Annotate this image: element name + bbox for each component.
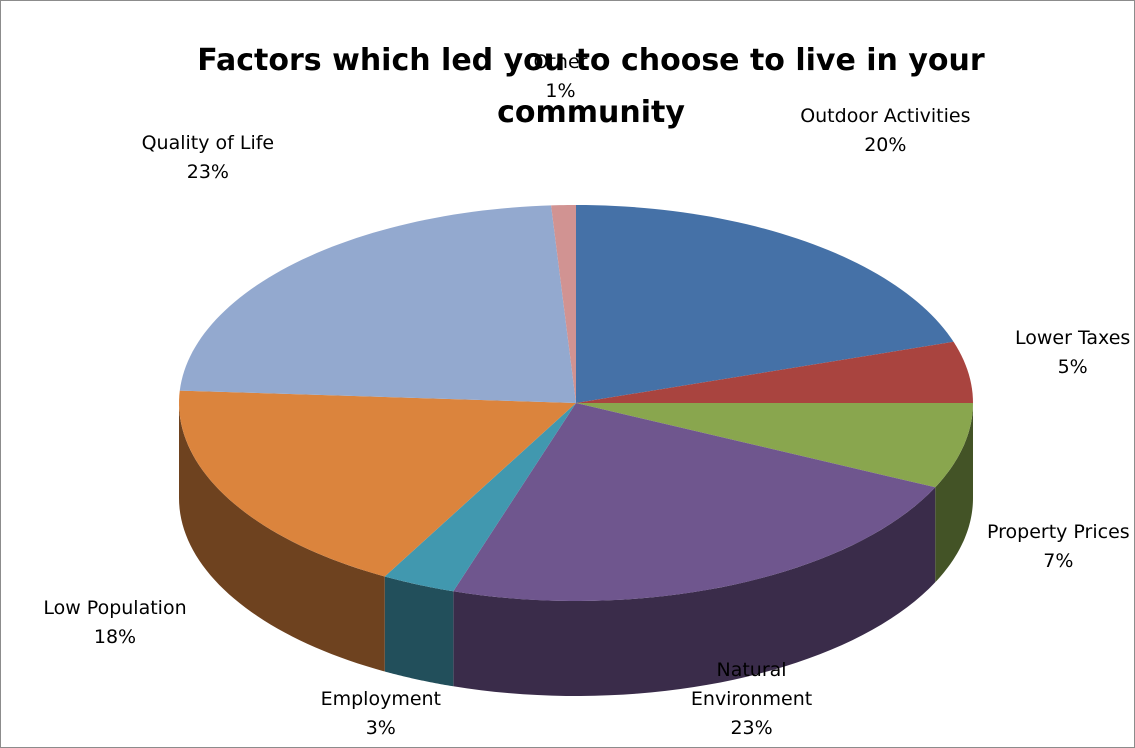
pie-slice-quality-of-life [179, 205, 576, 403]
data-label-name: Outdoor Activities [800, 104, 971, 127]
data-label-name: Environment [690, 688, 813, 710]
pie-slice-lower-taxes [576, 341, 973, 403]
pie-slice-outdoor-activities [576, 205, 954, 403]
data-label-percent: 5% [1057, 356, 1088, 379]
data-label-percent: 20% [864, 133, 907, 156]
data-label-name: Natural [716, 659, 787, 681]
pie-slice-property-prices [576, 403, 973, 488]
pie-slice-low-population [179, 390, 576, 577]
data-label-percent: 1% [545, 80, 576, 103]
data-label-lower-taxes: Lower Taxes 5% [1015, 324, 1130, 382]
data-label-natural-environment: Natural Environment 23% [691, 656, 812, 743]
chart-title: Factors which led you to choose to live … [197, 43, 985, 130]
pie-side-low-population [179, 403, 385, 672]
data-label-percent: 18% [93, 626, 137, 649]
data-label-quality-of-life: Quality of Life 23% [142, 129, 275, 187]
pie-slice-employment [384, 403, 576, 592]
data-label-low-population: Low Population 18% [43, 594, 186, 652]
pie-side-property-prices [935, 403, 973, 583]
pie-side-natural-environment [453, 487, 936, 696]
data-label-outdoor-activities: Outdoor Activities 20% [800, 102, 970, 160]
data-label-percent: 7% [1043, 550, 1074, 573]
data-label-other: Other 1% [534, 48, 588, 106]
data-label-employment: Employment 3% [321, 685, 441, 743]
data-label-percent: 3% [365, 717, 396, 739]
pie-slice-natural-environment [453, 403, 936, 601]
data-label-property-prices: Property Prices 7% [987, 518, 1130, 576]
data-label-name: Employment [320, 688, 442, 710]
pie-side-employment [384, 576, 454, 687]
data-label-name: Low Population [43, 597, 187, 620]
data-label-name: Lower Taxes [1015, 327, 1131, 350]
data-label-percent: 23% [186, 161, 229, 184]
data-label-name: Quality of Life [141, 132, 275, 155]
pie-slices [179, 205, 973, 601]
data-label-name: Other [533, 51, 588, 74]
pie-slice-other [551, 205, 576, 403]
pie-sides [179, 403, 973, 696]
data-label-percent: 23% [730, 717, 773, 739]
data-label-name: Property Prices [987, 521, 1130, 544]
